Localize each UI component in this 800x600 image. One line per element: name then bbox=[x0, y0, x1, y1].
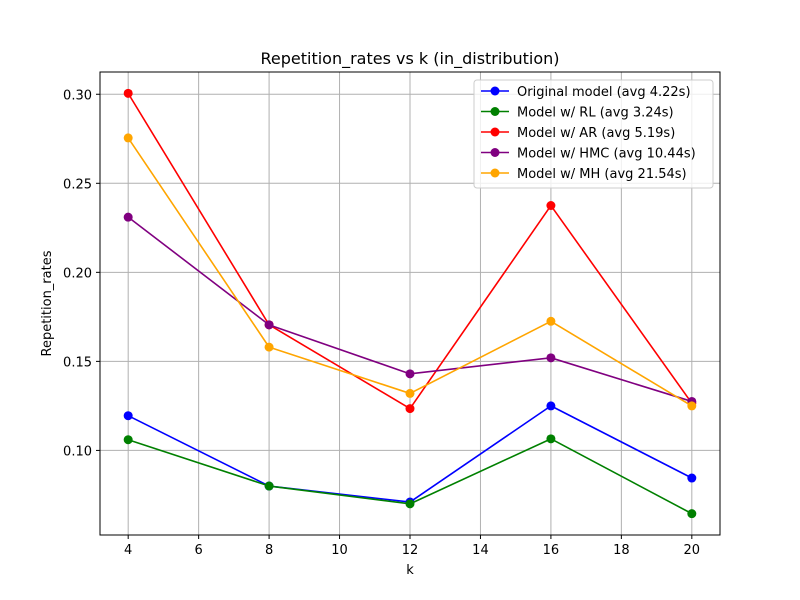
data-point bbox=[546, 434, 556, 444]
legend-item: Original model (avg 4.22s) bbox=[481, 85, 691, 100]
legend-frame bbox=[473, 79, 714, 189]
legend-item: Model w/ HMC (avg 10.44s) bbox=[481, 147, 696, 162]
y-tick-label: 0.10 bbox=[63, 444, 92, 459]
x-tick-label: 6 bbox=[194, 543, 202, 558]
data-point bbox=[405, 404, 415, 414]
legend-label: Model w/ AR (avg 5.19s) bbox=[517, 126, 675, 141]
legend-marker bbox=[490, 86, 500, 96]
series-5 bbox=[123, 133, 697, 411]
data-point bbox=[405, 369, 415, 379]
data-point bbox=[123, 88, 133, 98]
legend: Original model (avg 4.22s) Model w/ RL (a… bbox=[473, 79, 714, 189]
data-point bbox=[687, 401, 697, 411]
legend-label: Model w/ RL (avg 3.24s) bbox=[517, 106, 674, 121]
series-4 bbox=[123, 212, 697, 406]
legend-label: Model w/ MH (avg 21.54s) bbox=[517, 167, 687, 182]
x-tick-label: 16 bbox=[543, 543, 560, 558]
data-point bbox=[123, 133, 133, 143]
y-tick-label: 0.15 bbox=[63, 355, 92, 370]
y-tick-label: 0.30 bbox=[63, 88, 92, 103]
x-tick-label: 18 bbox=[613, 543, 630, 558]
x-axis-label: k bbox=[406, 563, 414, 578]
y-tick-label: 0.25 bbox=[63, 177, 92, 192]
legend-item: Model w/ AR (avg 5.19s) bbox=[481, 126, 675, 141]
data-point bbox=[546, 201, 556, 211]
data-point bbox=[546, 353, 556, 363]
data-point bbox=[123, 411, 133, 421]
y-axis-label: Repetition_rates bbox=[40, 250, 55, 356]
data-point bbox=[546, 316, 556, 326]
legend-label: Original model (avg 4.22s) bbox=[517, 85, 691, 100]
x-tick-label: 4 bbox=[124, 543, 132, 558]
legend-marker bbox=[490, 107, 500, 116]
series-2 bbox=[123, 434, 697, 519]
chart-title: Repetition_rates vs k (in_distribution) bbox=[260, 49, 559, 69]
legend-marker bbox=[490, 148, 500, 157]
data-point bbox=[264, 481, 274, 491]
x-tick-label: 12 bbox=[402, 543, 419, 558]
data-point bbox=[123, 435, 133, 445]
data-point bbox=[687, 509, 697, 519]
x-tick-label: 10 bbox=[331, 543, 348, 558]
legend-label: Model w/ HMC (avg 10.44s) bbox=[517, 147, 696, 162]
y-tick-label: 0.20 bbox=[63, 266, 92, 281]
legend-marker bbox=[490, 168, 500, 178]
x-tick-label: 20 bbox=[684, 543, 701, 558]
data-point bbox=[687, 473, 697, 483]
data-point bbox=[123, 212, 133, 222]
x-tick-label: 14 bbox=[472, 543, 489, 558]
data-point bbox=[264, 320, 274, 330]
legend-item: Model w/ MH (avg 21.54s) bbox=[481, 167, 687, 182]
data-point bbox=[405, 499, 415, 509]
legend-item: Model w/ RL (avg 3.24s) bbox=[481, 106, 674, 121]
x-tick-label: 8 bbox=[265, 543, 273, 558]
data-point bbox=[264, 342, 274, 352]
legend-marker bbox=[490, 127, 500, 137]
data-point bbox=[546, 401, 556, 411]
data-point bbox=[405, 388, 415, 398]
series-group bbox=[123, 88, 697, 519]
axis-ticks: 4 6 8 10 12 14 16 18 20 0.10 0.15 0.20 0.25 0.30 bbox=[63, 88, 700, 558]
